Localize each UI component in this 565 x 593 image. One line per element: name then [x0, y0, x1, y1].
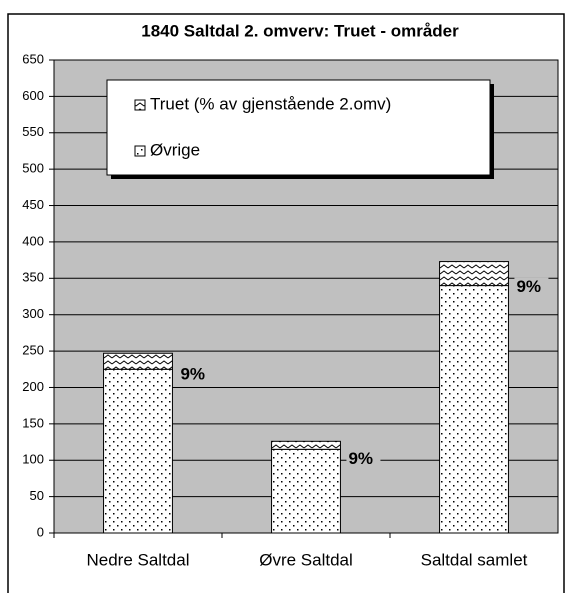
y-tick-label: 550	[22, 124, 44, 139]
bar-segment	[439, 261, 509, 287]
y-tick-label: 50	[30, 488, 44, 503]
y-tick-label: 500	[22, 161, 44, 176]
annotation-bg	[346, 449, 381, 470]
y-tick-label: 400	[22, 233, 44, 248]
legend-label: Øvrige	[150, 140, 200, 159]
x-tick-label: Nedre Saltdal	[86, 550, 189, 569]
bar-segment	[271, 448, 341, 534]
y-tick-label: 150	[22, 415, 44, 430]
bar-segment	[103, 368, 173, 534]
chart-title: 1840 Saltdal 2. omverv: Truet - områder	[141, 21, 459, 40]
annotation: 9%	[180, 365, 205, 384]
y-tick-label: 300	[22, 306, 44, 321]
y-tick-label: 600	[22, 88, 44, 103]
bar-segment	[439, 285, 509, 534]
annotation-bg	[514, 277, 549, 298]
legend-swatch	[134, 145, 146, 157]
x-tick-label: Saltdal samlet	[421, 550, 528, 569]
legend-swatch	[134, 99, 146, 111]
y-tick-label: 200	[22, 379, 44, 394]
y-tick-label: 650	[22, 51, 44, 66]
y-tick-label: 450	[22, 197, 44, 212]
annotation-bg	[178, 365, 213, 386]
y-tick-label: 0	[37, 524, 44, 539]
legend	[106, 79, 491, 176]
y-tick-label: 250	[22, 343, 44, 358]
bar-segment	[103, 352, 173, 370]
annotation: 9%	[348, 449, 373, 468]
y-tick-label: 100	[22, 452, 44, 467]
bar-segment	[271, 440, 341, 450]
annotation: 9%	[516, 277, 541, 296]
y-tick-label: 350	[22, 270, 44, 285]
x-tick-label: Øvre Saltdal	[259, 550, 353, 569]
legend-label: Truet (% av gjenstående 2.omv)	[150, 94, 391, 113]
